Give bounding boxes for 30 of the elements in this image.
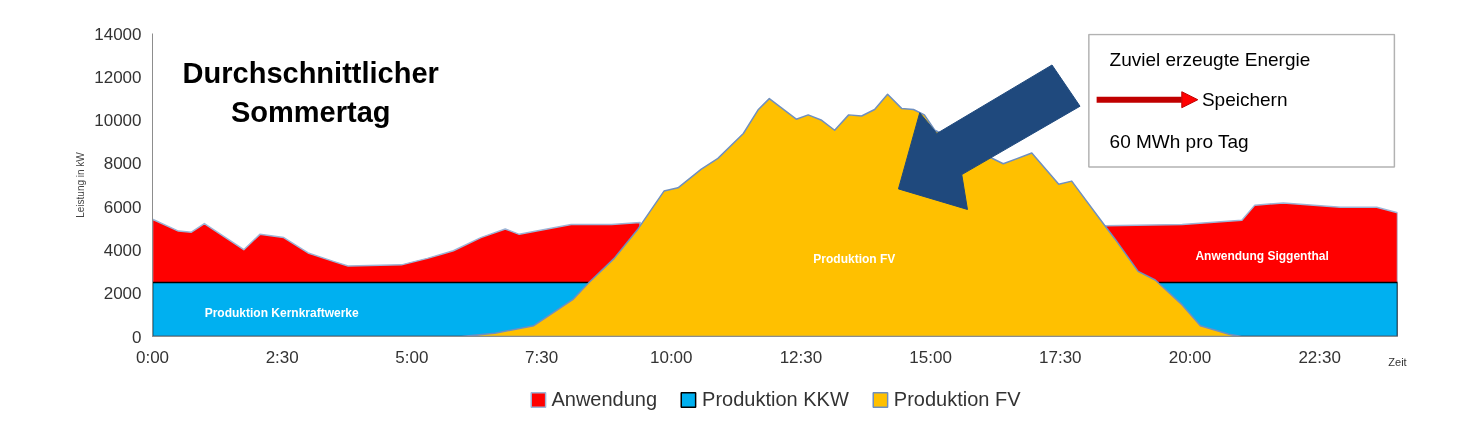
- x-tick-label: 5:00: [395, 347, 429, 367]
- annotation: Zuviel erzeugte Energie: [1109, 48, 1311, 70]
- y-tick-label: 2000: [103, 284, 142, 304]
- annotation: Speichern: [1201, 89, 1288, 111]
- y-tick-label: 12000: [94, 67, 142, 87]
- legend-label: Produktion FV: [893, 387, 1021, 411]
- legend-label: Produktion KKW: [702, 387, 849, 411]
- annotation: Produktion Kernkraftwerke: [204, 305, 360, 320]
- y-tick-label: 6000: [103, 197, 142, 217]
- y-tick-label: 8000: [103, 154, 142, 174]
- text: Durchschnittlicher Sommertag: [182, 57, 439, 128]
- x-tick-label: 20:00: [1168, 347, 1212, 367]
- annotation: Anwendung Siggenthal: [1195, 249, 1329, 264]
- legend-label: Anwendung: [551, 387, 658, 411]
- x-tick-label: 15:00: [909, 347, 952, 367]
- x-tick-label: 0:00: [135, 347, 170, 367]
- annotation: Produktion FV: [813, 252, 896, 267]
- x-tick-label: 10:00: [649, 347, 693, 367]
- y-axis-title: Leistung in kW: [75, 151, 87, 218]
- y-tick-label: 14000: [94, 24, 142, 44]
- x-tick-label: 2:30: [265, 347, 299, 367]
- y-tick-label: 0: [132, 327, 142, 347]
- y-tick-label: 10000: [94, 111, 142, 131]
- x-tick-label: 7:30: [525, 347, 559, 367]
- annotation: 60 MWh pro Tag: [1109, 130, 1249, 152]
- x-tick-label: 17:30: [1039, 347, 1082, 367]
- x-tick-label: 12:30: [779, 347, 823, 367]
- x-axis-title: Zeit: [1388, 355, 1407, 368]
- x-tick-label: 22:30: [1298, 347, 1341, 367]
- y-tick-label: 4000: [103, 240, 142, 260]
